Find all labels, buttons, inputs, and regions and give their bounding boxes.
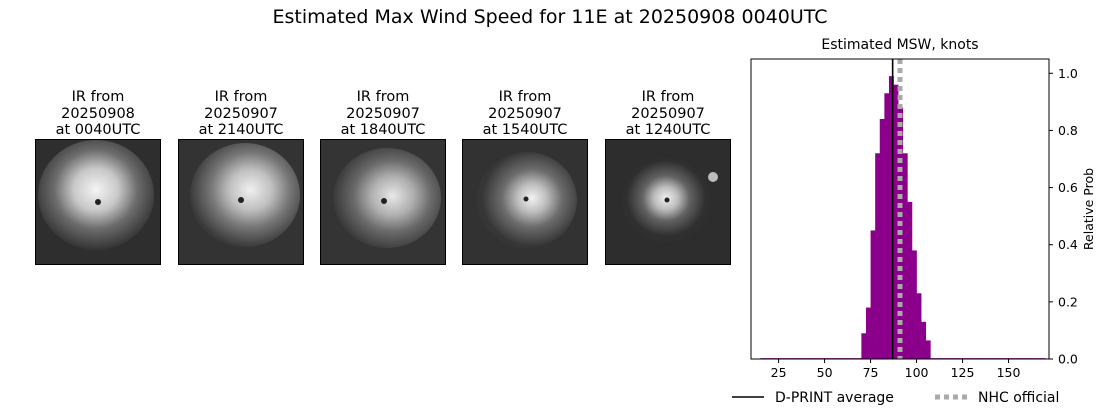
histogram-bar-36 bbox=[925, 340, 931, 359]
x-tick-label-0: 25 bbox=[771, 365, 787, 380]
histogram-bar-28 bbox=[888, 76, 894, 360]
ir-caption: IR from 20250907 at 1240UTC bbox=[625, 89, 711, 138]
histogram-bar-31 bbox=[902, 153, 908, 359]
chart-title: Estimated MSW, knots bbox=[821, 37, 978, 53]
ir-caption: IR from 20250908 at 0040UTC bbox=[55, 89, 141, 138]
ir-caption: IR from 20250907 at 1540UTC bbox=[482, 89, 568, 138]
ir-satellite-image bbox=[605, 139, 731, 265]
histogram-bar-35 bbox=[921, 321, 927, 359]
ir-panel-3: IR from 20250907 at 1840UTC bbox=[320, 89, 446, 265]
x-tick-label-2: 75 bbox=[863, 365, 879, 380]
plot-frame bbox=[750, 58, 1050, 360]
ir-satellite-image bbox=[462, 139, 588, 265]
histogram-bar-24 bbox=[870, 230, 876, 359]
ir-panel-2: IR from 20250907 at 2140UTC bbox=[178, 89, 304, 265]
y-axis-label: Relative Prob bbox=[1081, 168, 1096, 250]
ir-caption: IR from 20250907 at 1840UTC bbox=[340, 89, 426, 138]
y-tick-label-0: 0.0 bbox=[1058, 352, 1078, 367]
y-tick-label-5: 1.0 bbox=[1058, 66, 1078, 81]
histogram-bar-26 bbox=[879, 119, 885, 359]
histogram-bar-34 bbox=[916, 293, 922, 359]
histogram-bar-32 bbox=[907, 201, 913, 359]
ir-panel-4: IR from 20250907 at 1540UTC bbox=[462, 89, 588, 265]
x-tick-label-1: 50 bbox=[817, 365, 833, 380]
histogram-bar-33 bbox=[911, 250, 917, 359]
ir-panel-5: IR from 20250907 at 1240UTC bbox=[605, 89, 731, 265]
ir-satellite-image bbox=[178, 139, 304, 265]
x-tick-label-4: 125 bbox=[951, 365, 975, 380]
y-tick-label-4: 0.8 bbox=[1058, 123, 1078, 138]
histogram-bar-25 bbox=[875, 153, 881, 359]
x-tick-label-3: 100 bbox=[905, 365, 929, 380]
ir-satellite-image bbox=[35, 139, 161, 265]
y-tick-label-3: 0.6 bbox=[1058, 180, 1078, 195]
legend: D-PRINT average NHC official bbox=[732, 390, 1059, 406]
legend-label-dprint: D-PRINT average bbox=[775, 390, 894, 406]
ir-satellite-image bbox=[320, 139, 446, 265]
ir-panel-1: IR from 20250908 at 0040UTC bbox=[35, 89, 161, 265]
figure-title: Estimated Max Wind Speed for 11E at 2025… bbox=[272, 6, 828, 28]
legend-label-nhc: NHC official bbox=[978, 390, 1059, 406]
histogram-bar-27 bbox=[884, 93, 890, 360]
x-tick-label-5: 150 bbox=[997, 365, 1021, 380]
histogram-bar-29 bbox=[893, 84, 899, 359]
y-tick-label-1: 0.2 bbox=[1058, 294, 1078, 309]
ir-caption: IR from 20250907 at 2140UTC bbox=[198, 89, 284, 138]
y-tick-label-2: 0.4 bbox=[1058, 237, 1078, 252]
histogram-bar-23 bbox=[865, 307, 871, 359]
histogram-bar-22 bbox=[861, 333, 867, 359]
